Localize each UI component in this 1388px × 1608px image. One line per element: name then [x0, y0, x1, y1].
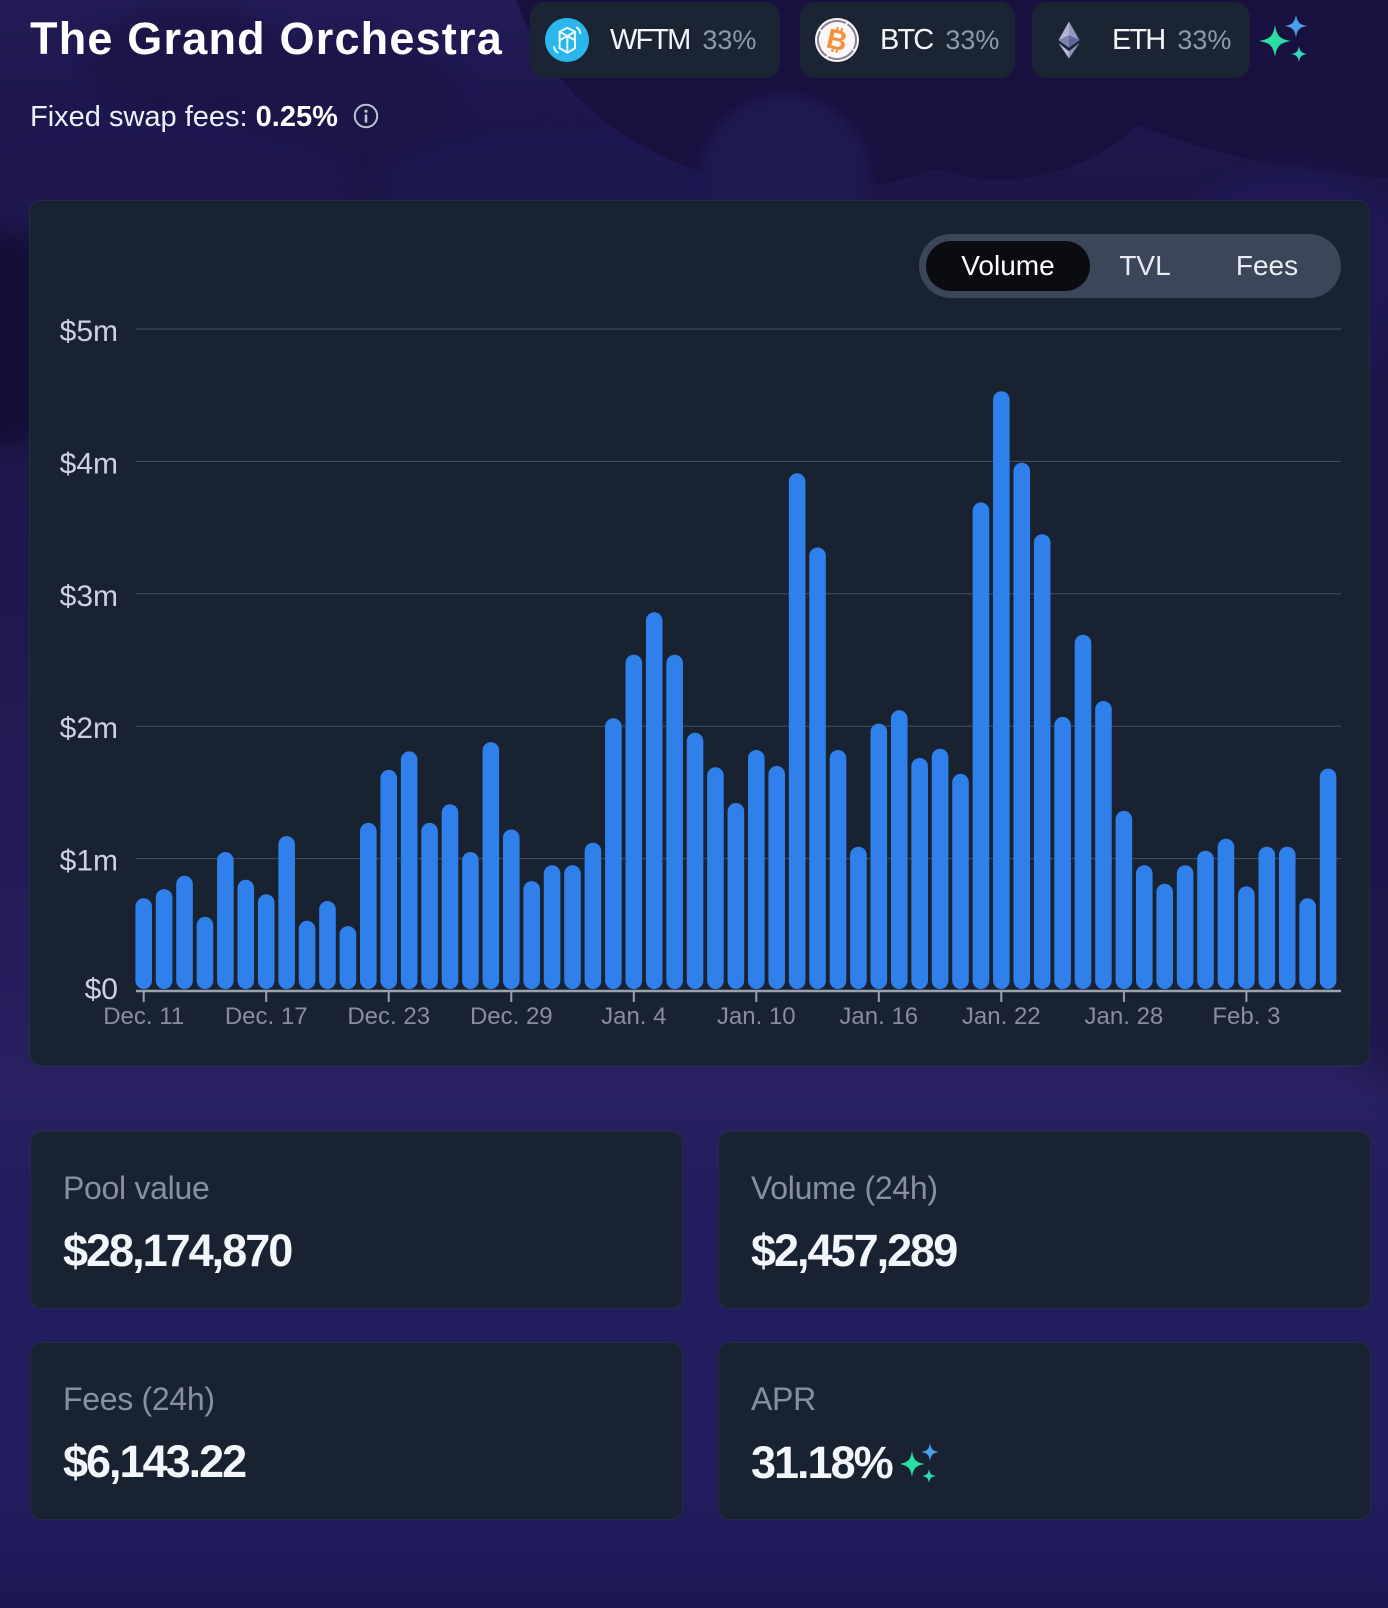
svg-text:Dec. 23: Dec. 23: [347, 1003, 430, 1030]
svg-text:Jan. 16: Jan. 16: [839, 1003, 918, 1030]
svg-text:Jan. 28: Jan. 28: [1085, 1003, 1164, 1030]
svg-text:$3m: $3m: [60, 580, 118, 613]
svg-text:Dec. 17: Dec. 17: [225, 1003, 308, 1030]
svg-text:Jan. 22: Jan. 22: [962, 1003, 1041, 1030]
svg-text:Jan. 4: Jan. 4: [601, 1003, 666, 1030]
svg-text:Dec. 11: Dec. 11: [103, 1003, 184, 1030]
svg-text:Dec. 29: Dec. 29: [470, 1003, 553, 1030]
svg-text:$0: $0: [85, 973, 118, 1006]
svg-text:$1m: $1m: [60, 845, 118, 878]
svg-text:$2m: $2m: [60, 712, 118, 745]
svg-text:$4m: $4m: [60, 447, 118, 480]
svg-text:$5m: $5m: [60, 315, 118, 348]
svg-text:Jan. 10: Jan. 10: [717, 1003, 796, 1030]
svg-text:Feb. 3: Feb. 3: [1212, 1003, 1280, 1030]
